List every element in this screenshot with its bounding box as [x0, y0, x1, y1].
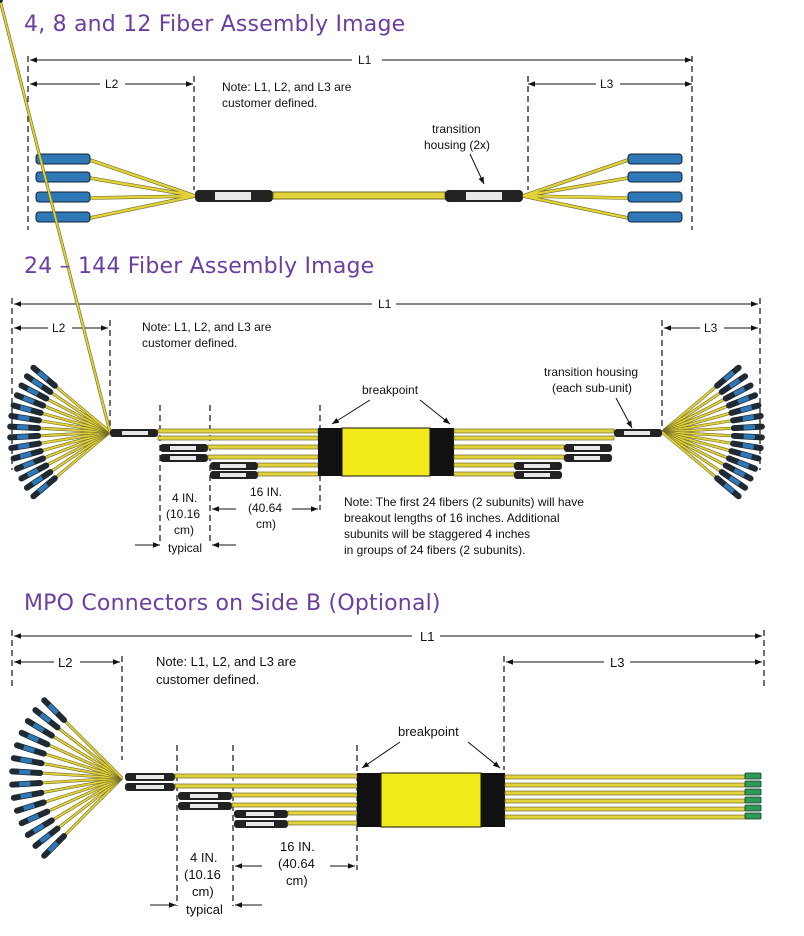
s3-4in-line1: 4 IN.	[190, 850, 217, 865]
s2-furcation-block	[318, 427, 454, 477]
s3-l2-label: L2	[58, 655, 72, 670]
section1-title: 4, 8 and 12 Fiber Assembly Image	[24, 12, 406, 37]
s3-16in-line3: cm)	[286, 873, 308, 888]
s2-stagger-note-line1: Note: The first 24 fibers (2 subunits) w…	[344, 495, 584, 509]
s3-4in-line2: (10.16	[184, 867, 221, 882]
s2-l1-label: L1	[378, 297, 392, 311]
s1-dimensions: L1 L2 L3	[27, 53, 693, 230]
s3-breakpoint-label: breakpoint	[398, 724, 459, 739]
s2-16in-line3: cm)	[256, 517, 276, 531]
s3-4in-line4: typical	[186, 902, 223, 917]
s3-right-trunk-cables	[504, 774, 746, 820]
s1-left-connectors	[35, 153, 91, 223]
s1-right-connectors	[627, 153, 683, 223]
s2-right-fanout	[661, 364, 765, 500]
s2-note-line1: Note: L1, L2, and L3 are	[142, 320, 272, 334]
s1-trunk-cable	[272, 191, 446, 200]
s2-stagger-note-line3: subunits will be staggered 4 inches	[344, 527, 530, 541]
section2-title: 24 – 144 Fiber Assembly Image	[24, 254, 375, 279]
s2-4in-line1: 4 IN.	[172, 491, 197, 505]
s2-assembly	[0, 0, 765, 500]
s2-left-fanout	[0, 0, 112, 500]
s2-left-subunit-cables	[110, 428, 319, 479]
s2-note-line2: customer defined.	[142, 336, 237, 350]
s1-note-line2: customer defined.	[222, 96, 317, 110]
s3-note-line2: customer defined.	[156, 672, 259, 687]
s1-l2-label: L2	[105, 77, 119, 91]
s2-4in-line2: (10.16	[166, 507, 200, 521]
s1-left-fanout	[35, 153, 196, 223]
s1-transition-line2: housing (2x)	[424, 138, 490, 152]
s2-breakpoint-label: breakpoint	[362, 383, 419, 397]
s3-mpo-connectors	[744, 772, 762, 820]
s2-dimensions: L1 L2 L3	[11, 297, 761, 548]
s1-l1-label: L1	[358, 53, 372, 67]
s1-transition-line1: transition	[432, 122, 481, 136]
s3-left-subunit-cables	[125, 773, 358, 828]
s3-4in-line3: cm)	[192, 884, 214, 899]
s3-16in-line2: (40.64	[278, 856, 315, 871]
s2-4in-line4: typical	[168, 541, 202, 555]
s3-dimensions: L1 L2 L3	[11, 629, 765, 908]
section3-title: MPO Connectors on Side B (Optional)	[24, 591, 441, 616]
s3-l3-label: L3	[610, 655, 624, 670]
s1-l3-label: L3	[600, 77, 614, 91]
s2-16in-line2: (40.64	[248, 501, 282, 515]
s3-left-fanout	[9, 697, 124, 859]
s2-stagger-note-line4: in groups of 24 fibers (2 subunits).	[344, 543, 525, 557]
s2-transition-line1: transition housing	[544, 365, 638, 379]
s2-stagger-note-line2: breakout lengths of 16 inches. Additiona…	[344, 511, 559, 525]
s1-right-fanout	[522, 153, 683, 223]
s3-16in-line1: 16 IN.	[280, 839, 315, 854]
s1-assembly	[35, 153, 683, 223]
s2-16in-line1: 16 IN.	[250, 485, 282, 499]
s3-l1-label: L1	[420, 629, 434, 644]
s3-assembly	[9, 697, 762, 859]
s2-transition-line2: (each sub-unit)	[552, 381, 632, 395]
s2-right-subunit-cables	[453, 428, 662, 479]
s2-l3-label: L3	[704, 321, 718, 335]
s3-note-line1: Note: L1, L2, and L3 are	[156, 654, 296, 669]
s2-4in-line3: cm)	[174, 523, 194, 537]
s3-furcation-block	[357, 772, 505, 828]
s2-l2-label: L2	[52, 321, 66, 335]
s1-note-line1: Note: L1, L2, and L3 are	[222, 80, 352, 94]
